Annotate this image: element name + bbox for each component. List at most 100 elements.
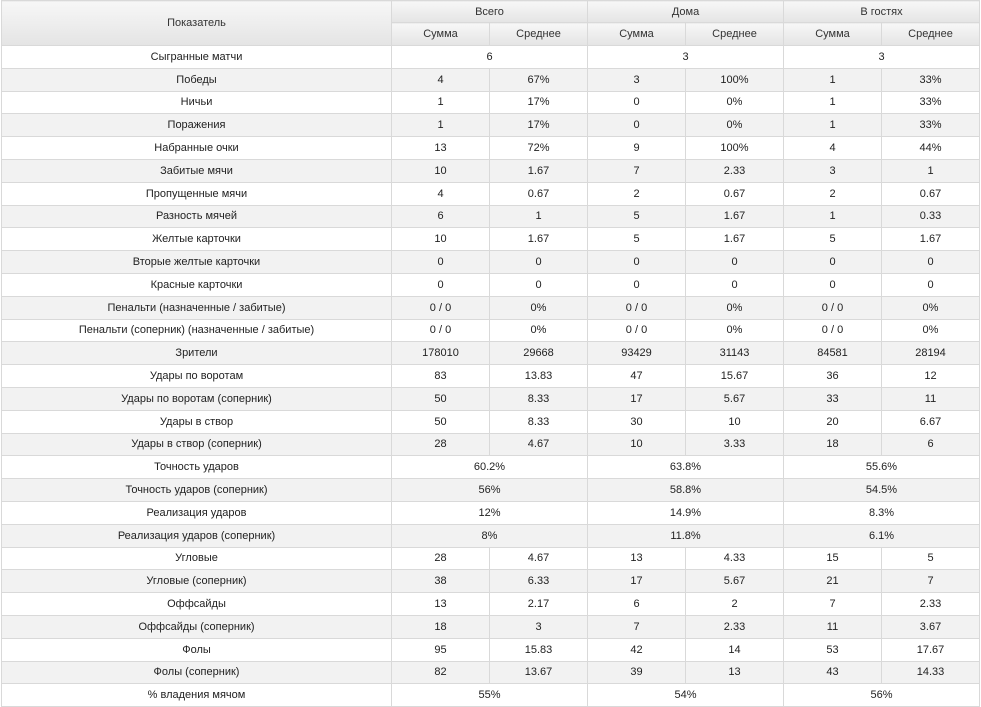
average-value-cell: 44%: [881, 136, 980, 160]
sum-value-cell: 5: [587, 227, 686, 252]
row-label: Точность ударов (соперник): [1, 478, 392, 502]
average-value-cell: 7: [881, 569, 980, 594]
average-value-cell: 2: [685, 592, 784, 616]
subheader-sum: Сумма: [587, 22, 686, 46]
average-value-cell: 33%: [881, 90, 980, 115]
table-row: Пенальти (соперник) (назначенные / забит…: [1, 318, 980, 343]
sum-value-cell: 0 / 0: [391, 295, 490, 320]
table-row: Вторые желтые карточки 0 0 0 0 0 0: [1, 250, 980, 274]
average-value-cell: 5.67: [685, 569, 784, 594]
row-label: Удары по воротам (соперник): [1, 386, 392, 411]
table-row: Оффсайды 13 2.17 6 2 7 2.33: [1, 592, 980, 616]
row-label: Пенальти (назначенные / забитые): [1, 295, 392, 320]
average-value-cell: 1.67: [489, 158, 588, 183]
table-row: Удары в створ 50 8.33 30 10 20 6.67: [1, 409, 980, 434]
sum-value-cell: 178010: [391, 341, 490, 366]
sum-value-cell: 18: [391, 614, 490, 639]
average-value-cell: 17.67: [881, 637, 980, 662]
sum-value-cell: 0: [587, 250, 686, 274]
table-row: Фолы 95 15.83 42 14 53 17.67: [1, 637, 980, 662]
row-label: Разность мячей: [1, 204, 392, 229]
sum-value-cell: 50: [391, 386, 490, 411]
merged-value-cell: 58.8%: [587, 478, 784, 502]
sum-value-cell: 2: [587, 181, 686, 206]
sum-value-cell: 17: [587, 569, 686, 594]
row-label: Пропущенные мячи: [1, 181, 392, 206]
sum-value-cell: 5: [587, 204, 686, 229]
table-row: Сыгранные матчи 6 3 3: [1, 45, 980, 69]
average-value-cell: 3.33: [685, 432, 784, 457]
average-value-cell: 3: [489, 614, 588, 639]
table-row: Пенальти (назначенные / забитые) 0 / 0 0% 0…: [1, 295, 980, 320]
merged-value-cell: 12%: [391, 500, 588, 525]
merged-value-cell: 55.6%: [783, 455, 980, 480]
average-value-cell: 1: [881, 158, 980, 183]
sum-value-cell: 0 / 0: [391, 318, 490, 343]
sum-value-cell: 33: [783, 386, 882, 411]
sum-value-cell: 2: [783, 181, 882, 206]
sum-value-cell: 39: [587, 660, 686, 685]
indicator-column-header: Показатель: [1, 0, 392, 46]
average-value-cell: 67%: [489, 67, 588, 92]
row-label: Фолы (соперник): [1, 660, 392, 685]
average-value-cell: 4.33: [685, 546, 784, 571]
sum-value-cell: 0 / 0: [783, 318, 882, 343]
average-value-cell: 33%: [881, 113, 980, 138]
sum-value-cell: 47: [587, 364, 686, 388]
table-row: Пропущенные мячи 4 0.67 2 0.67 2 0.67: [1, 181, 980, 206]
average-value-cell: 0.33: [881, 204, 980, 229]
average-value-cell: 28194: [881, 341, 980, 366]
merged-value-cell: 3: [587, 45, 784, 69]
sum-value-cell: 9: [587, 136, 686, 160]
merged-value-cell: 56%: [391, 478, 588, 502]
average-value-cell: 0%: [685, 295, 784, 320]
row-label: Желтые карточки: [1, 227, 392, 252]
sum-value-cell: 1: [783, 90, 882, 115]
row-label: Угловые: [1, 546, 392, 571]
average-value-cell: 72%: [489, 136, 588, 160]
sum-value-cell: 0 / 0: [587, 318, 686, 343]
average-value-cell: 0%: [685, 90, 784, 115]
average-value-cell: 31143: [685, 341, 784, 366]
sum-value-cell: 1: [783, 67, 882, 92]
sum-value-cell: 0 / 0: [783, 295, 882, 320]
sum-value-cell: 6: [587, 592, 686, 616]
sum-value-cell: 43: [783, 660, 882, 685]
subheader-average: Среднее: [685, 22, 784, 46]
average-value-cell: 1.67: [881, 227, 980, 252]
average-value-cell: 12: [881, 364, 980, 388]
average-value-cell: 13.67: [489, 660, 588, 685]
average-value-cell: 10: [685, 409, 784, 434]
sum-value-cell: 0: [587, 272, 686, 297]
table-row: Реализация ударов (соперник) 8% 11.8% 6.1%: [1, 523, 980, 548]
table-row: Желтые карточки 10 1.67 5 1.67 5 1.67: [1, 227, 980, 252]
merged-value-cell: 56%: [783, 683, 980, 707]
row-label: % владения мячом: [1, 683, 392, 707]
sum-value-cell: 95: [391, 637, 490, 662]
subheader-average: Среднее: [489, 22, 588, 46]
sum-value-cell: 3: [587, 67, 686, 92]
average-value-cell: 0: [685, 272, 784, 297]
sum-value-cell: 13: [587, 546, 686, 571]
average-value-cell: 5: [881, 546, 980, 571]
average-value-cell: 2.33: [685, 158, 784, 183]
table-row: Точность ударов 60.2% 63.8% 55.6%: [1, 455, 980, 480]
sum-value-cell: 30: [587, 409, 686, 434]
sum-value-cell: 7: [783, 592, 882, 616]
table-row: Точность ударов (соперник) 56% 58.8% 54.5%: [1, 478, 980, 502]
sum-value-cell: 13: [391, 136, 490, 160]
merged-value-cell: 54%: [587, 683, 784, 707]
sum-value-cell: 53: [783, 637, 882, 662]
table-row: Победы 4 67% 3 100% 1 33%: [1, 67, 980, 92]
sum-value-cell: 21: [783, 569, 882, 594]
group-header-total: Всего: [391, 0, 588, 23]
sum-value-cell: 28: [391, 546, 490, 571]
average-value-cell: 4.67: [489, 432, 588, 457]
row-label: Пенальти (соперник) (назначенные / забит…: [1, 318, 392, 343]
row-label: Удары в створ (соперник): [1, 432, 392, 457]
sum-value-cell: 42: [587, 637, 686, 662]
sum-value-cell: 93429: [587, 341, 686, 366]
table-row: Ничьи 1 17% 0 0% 1 33%: [1, 90, 980, 115]
sum-value-cell: 10: [391, 227, 490, 252]
